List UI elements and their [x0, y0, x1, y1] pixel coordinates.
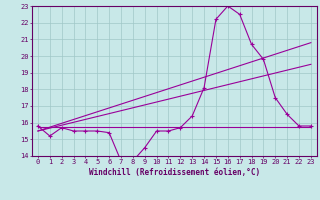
- X-axis label: Windchill (Refroidissement éolien,°C): Windchill (Refroidissement éolien,°C): [89, 168, 260, 177]
